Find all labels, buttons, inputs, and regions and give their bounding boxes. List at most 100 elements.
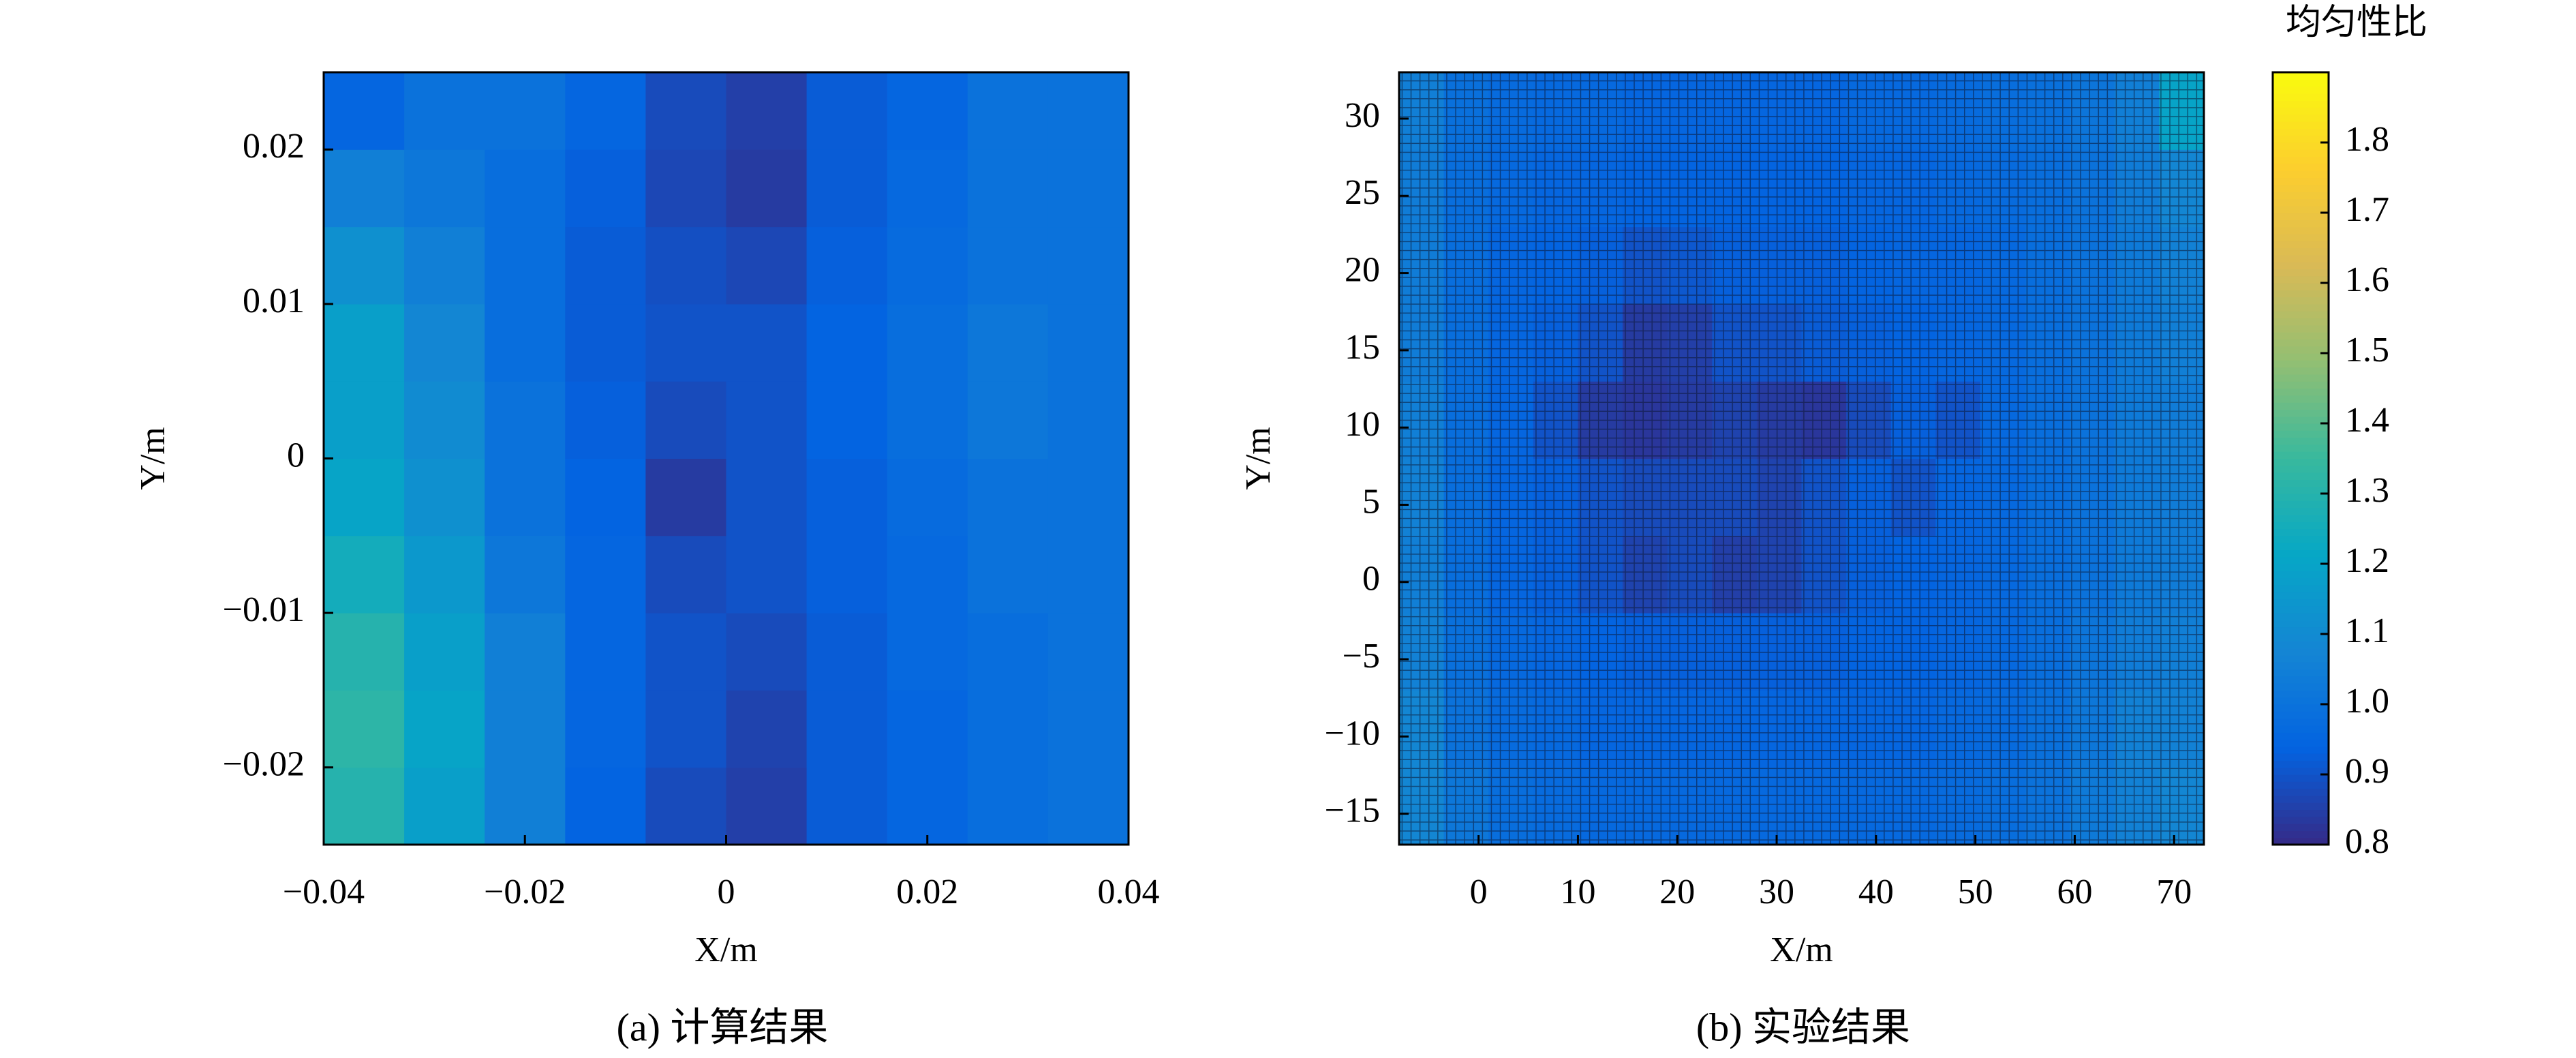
colorbar-step (2273, 275, 2329, 284)
colorbar-step (2273, 339, 2329, 347)
x-tick-label: 30 (1759, 873, 1794, 911)
heat-cell (887, 72, 968, 150)
heat-cell (485, 458, 566, 536)
colorbar-step (2273, 346, 2329, 354)
colorbar-tick-label: 1.7 (2345, 190, 2389, 229)
heat-cell (404, 303, 485, 382)
heat-cell (967, 458, 1049, 536)
heat-cell (645, 613, 726, 691)
heat-cell (565, 767, 646, 845)
heat-cell (565, 458, 646, 536)
colorbar-tick-label: 1.0 (2345, 682, 2389, 721)
colorbar-step (2273, 423, 2329, 431)
colorbar-step (2273, 367, 2329, 375)
colorbar-step (2273, 416, 2329, 424)
colorbar-step (2273, 788, 2329, 796)
heat-cell (806, 458, 888, 536)
heat-cell (967, 72, 1049, 150)
y-tick-label: −0.02 (223, 745, 305, 784)
colorbar-step (2273, 584, 2329, 592)
x-tick-label: 20 (1659, 873, 1695, 911)
colorbar-step (2273, 556, 2329, 564)
colorbar-step (2273, 213, 2329, 220)
heat-cell (565, 72, 646, 150)
colorbar-step (2273, 662, 2329, 670)
heat-cell (404, 149, 485, 228)
heat-cell (404, 381, 485, 459)
colorbar-step (2273, 142, 2329, 150)
y-tick-label: 20 (1345, 251, 1380, 290)
heat-cell (485, 690, 566, 768)
y-tick-label: 30 (1345, 96, 1380, 135)
colorbar-step (2273, 170, 2329, 179)
colorbar-step (2273, 205, 2329, 213)
colorbar-step (2273, 753, 2329, 761)
colorbar-tick-label: 1.8 (2345, 120, 2389, 159)
y-tick-label: 15 (1345, 328, 1380, 367)
heat-cell (404, 72, 485, 150)
heat-cell (806, 613, 888, 691)
colorbar-step (2273, 669, 2329, 677)
x-tick-label: 0.04 (1098, 873, 1160, 911)
colorbar-tick-label: 1.2 (2345, 541, 2389, 580)
colorbar-step (2273, 107, 2329, 115)
colorbar-step (2273, 402, 2329, 410)
colorbar-step (2273, 528, 2329, 536)
colorbar-step (2273, 198, 2329, 207)
heat-cell (1047, 767, 1129, 845)
heat-cell (324, 458, 405, 536)
heat-cell (645, 458, 726, 536)
heat-cell (324, 226, 405, 305)
colorbar-step (2273, 494, 2329, 501)
heat-cell (806, 149, 888, 228)
colorbar-step (2273, 444, 2329, 452)
colorbar-step (2273, 353, 2329, 361)
y-tick-label: 0.01 (243, 282, 305, 320)
x-axis-label: X/m (694, 931, 757, 969)
y-tick-label: −5 (1343, 637, 1380, 676)
heat-cell (726, 535, 808, 614)
heat-cell (1047, 226, 1129, 305)
colorbar-step (2273, 571, 2329, 579)
colorbar-step (2273, 816, 2329, 824)
colorbar-step (2273, 388, 2329, 396)
colorbar-step (2273, 303, 2329, 312)
heat-cell (887, 303, 968, 382)
heat-cell (645, 767, 726, 845)
heat-cell (645, 149, 726, 228)
heat-cell (324, 149, 405, 228)
heat-cell (324, 690, 405, 768)
y-tick-label: 0 (1362, 560, 1380, 599)
colorbar-step (2273, 795, 2329, 803)
heat-cell (967, 381, 1049, 459)
plot-frame (1398, 71, 2205, 846)
heat-cell (806, 72, 888, 150)
heat-cell (967, 690, 1049, 768)
heat-cell (887, 535, 968, 614)
colorbar-step (2273, 360, 2329, 368)
heat-cell (726, 149, 808, 228)
colorbar-step (2273, 156, 2329, 164)
heat-cell (485, 303, 566, 382)
colorbar-step (2273, 626, 2329, 635)
colorbar-step (2273, 599, 2329, 607)
colorbar-step (2273, 332, 2329, 339)
colorbar-step (2273, 543, 2329, 550)
heat-cell (485, 72, 566, 150)
y-axis-label: Y/m (1239, 427, 1278, 489)
heat-cell (806, 535, 888, 614)
colorbar-step (2273, 247, 2329, 256)
colorbar-step (2273, 283, 2329, 290)
colorbar-step (2273, 683, 2329, 691)
x-tick-label: 70 (2156, 873, 2192, 911)
colorbar-step (2273, 430, 2329, 438)
heat-cell (1047, 535, 1129, 614)
heat-cell (887, 458, 968, 536)
heat-cell (565, 613, 646, 691)
colorbar-step (2273, 739, 2329, 747)
colorbar-step (2273, 732, 2329, 740)
heat-cell (726, 226, 808, 305)
colorbar-step (2273, 409, 2329, 417)
heat-cell (645, 381, 726, 459)
colorbar-step (2273, 149, 2329, 157)
